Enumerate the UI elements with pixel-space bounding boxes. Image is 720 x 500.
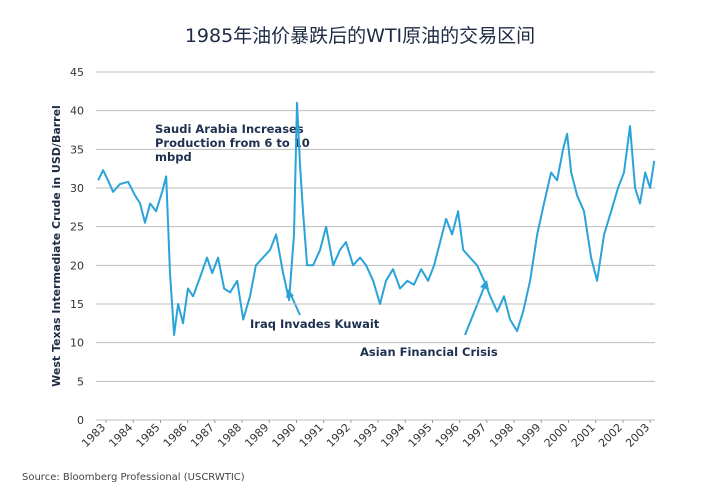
x-tick-label: 1988 <box>215 421 244 450</box>
y-tick-label: 15 <box>70 298 84 311</box>
source: Source: Bloomberg Professional (USCRWTIC… <box>22 472 245 483</box>
annotation-text: Iraq Invades Kuwait <box>250 317 380 331</box>
y-tick-label: 25 <box>70 221 84 234</box>
x-tick-label: 1998 <box>487 421 516 450</box>
annotation-line: Production from 6 to 10 <box>155 136 310 150</box>
annotation-text: Asian Financial Crisis <box>360 345 498 359</box>
y-tick-label: 20 <box>70 259 84 272</box>
x-tick-label: 1993 <box>351 421 380 450</box>
price-line <box>97 101 656 336</box>
annotation-text: Saudi Arabia Increases Production from 6 … <box>155 122 310 164</box>
chart-title: 1985年油价暴跌后的WTI原油的交易区间 <box>185 25 535 47</box>
x-tick-label: 1992 <box>324 421 353 450</box>
x-tick-label: 1996 <box>433 421 462 450</box>
arrow <box>464 284 486 336</box>
y-tick-label: 0 <box>77 414 84 427</box>
y-tick-label: 5 <box>77 375 84 388</box>
x-tick-label: 2000 <box>542 421 571 450</box>
x-tick-label: 2003 <box>623 421 652 450</box>
x-tick-label: 1990 <box>270 421 299 450</box>
x-tick-label: 1999 <box>514 421 543 450</box>
x-tick-label: 2001 <box>569 421 598 450</box>
y-tick-label: 10 <box>70 337 84 350</box>
x-tick-label: 1984 <box>106 421 135 450</box>
y-axis-label: West Texas Intermediate Crude in USD/Bar… <box>50 105 63 387</box>
x-tick-label: 1997 <box>460 421 489 450</box>
x-tick-label: 1986 <box>161 421 190 450</box>
y-tick-label: 35 <box>70 143 84 156</box>
y-tick-label: 40 <box>70 105 84 118</box>
x-tick-label: 1995 <box>406 421 435 450</box>
y-tick-label: 45 <box>70 66 84 79</box>
annotation-1: Saudi Arabia Increases Production from 6 … <box>155 122 310 164</box>
x-tick-label: 1985 <box>134 421 163 450</box>
x-tick-label: 1989 <box>242 421 271 450</box>
x-tick-label: 1987 <box>188 421 217 450</box>
y-tick-label: 30 <box>70 182 84 195</box>
x-tick-label: 2002 <box>596 421 625 450</box>
x-tick-label: 1991 <box>297 421 326 450</box>
annotation-line: Saudi Arabia Increases <box>155 122 304 136</box>
annotation-line: mbpd <box>155 150 192 164</box>
x-tick-label: 1994 <box>378 421 407 450</box>
